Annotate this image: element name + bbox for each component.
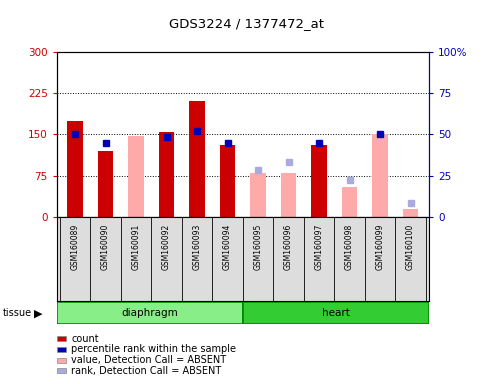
Bar xyxy=(250,173,266,217)
Bar xyxy=(98,151,113,217)
Text: GDS3224 / 1377472_at: GDS3224 / 1377472_at xyxy=(169,17,324,30)
Bar xyxy=(312,146,327,217)
Bar xyxy=(220,146,235,217)
Text: diaphragm: diaphragm xyxy=(121,308,178,318)
Text: GSM160094: GSM160094 xyxy=(223,224,232,270)
Text: ▶: ▶ xyxy=(34,308,42,318)
Text: GSM160093: GSM160093 xyxy=(193,224,202,270)
Bar xyxy=(128,136,143,217)
Text: GSM160099: GSM160099 xyxy=(376,224,385,270)
Bar xyxy=(57,302,243,324)
Text: tissue: tissue xyxy=(2,308,32,318)
Text: count: count xyxy=(71,334,99,344)
Text: GSM160100: GSM160100 xyxy=(406,224,415,270)
Text: value, Detection Call = ABSENT: value, Detection Call = ABSENT xyxy=(71,355,227,365)
Bar xyxy=(189,101,205,217)
Text: GSM160091: GSM160091 xyxy=(132,224,141,270)
Text: percentile rank within the sample: percentile rank within the sample xyxy=(71,344,237,354)
Text: GSM160089: GSM160089 xyxy=(70,224,79,270)
Bar xyxy=(373,134,387,217)
Bar xyxy=(243,302,429,324)
Text: GSM160095: GSM160095 xyxy=(253,224,263,270)
Bar xyxy=(281,173,296,217)
Text: GSM160092: GSM160092 xyxy=(162,224,171,270)
Text: GSM160090: GSM160090 xyxy=(101,224,110,270)
Bar xyxy=(159,132,174,217)
Text: heart: heart xyxy=(322,308,350,318)
Text: GSM160097: GSM160097 xyxy=(315,224,323,270)
Bar xyxy=(403,209,418,217)
Bar xyxy=(68,121,83,217)
Bar xyxy=(342,187,357,217)
Text: rank, Detection Call = ABSENT: rank, Detection Call = ABSENT xyxy=(71,366,222,376)
Text: GSM160096: GSM160096 xyxy=(284,224,293,270)
Text: GSM160098: GSM160098 xyxy=(345,224,354,270)
